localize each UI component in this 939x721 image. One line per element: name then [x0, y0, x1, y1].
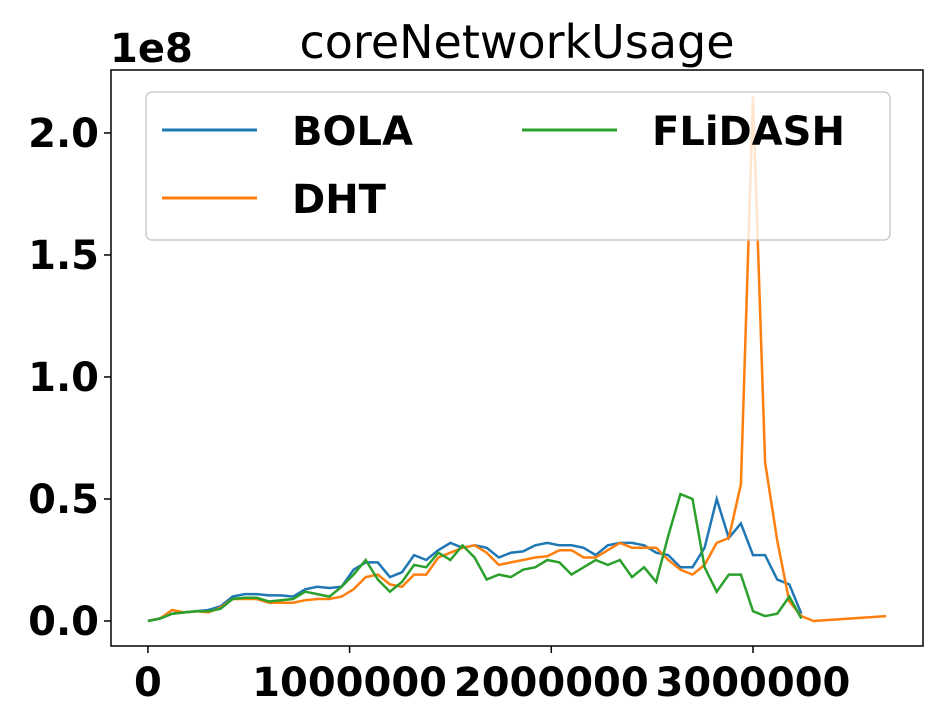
y-tick-label: 1.5 — [28, 233, 99, 279]
y-offset-label: 1e8 — [110, 26, 193, 72]
x-tick-label: 2000000 — [454, 660, 649, 706]
legend-label: DHT — [292, 177, 387, 223]
x-tick-label: 1000000 — [252, 660, 447, 706]
x-tick-label: 0 — [134, 660, 162, 706]
plot-frame — [110, 69, 924, 647]
legend-label: BOLA — [292, 109, 413, 155]
y-tick-label: 1.0 — [28, 355, 99, 401]
y-tick-label: 0.0 — [28, 599, 99, 645]
legend-label: FLiDASH — [652, 109, 845, 155]
series-line — [147, 492, 803, 623]
chart-title: coreNetworkUsage — [299, 15, 734, 69]
legend: BOLA DHT FLiDASH — [145, 91, 891, 241]
x-tick-label: 3000000 — [656, 660, 851, 706]
y-tick-label: 2.0 — [28, 111, 99, 157]
y-tick-label: 0.5 — [28, 477, 99, 523]
legend-frame — [145, 91, 891, 241]
